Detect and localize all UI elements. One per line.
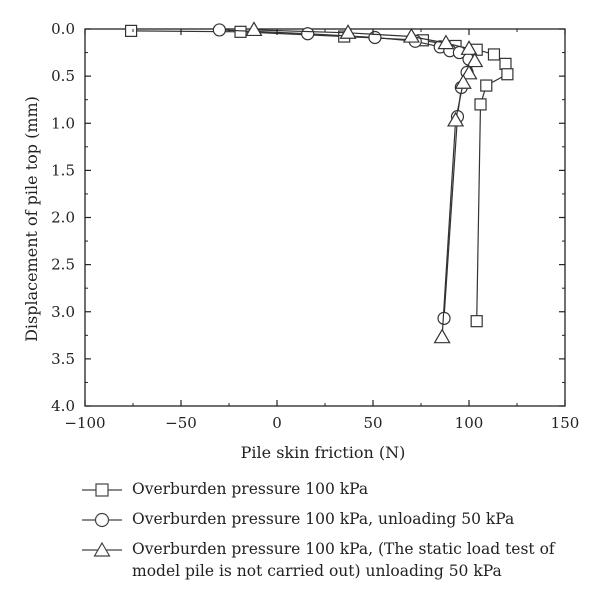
y-tick-label: 2.5 bbox=[51, 256, 75, 274]
data-point bbox=[460, 64, 478, 80]
data-point bbox=[474, 98, 487, 111]
legend-item-square: Overburden pressure 100 kPa bbox=[80, 478, 368, 502]
series-circle bbox=[212, 23, 476, 325]
legend-line: Overburden pressure 100 kPa bbox=[132, 480, 369, 498]
legend-label-square: Overburden pressure 100 kPa bbox=[132, 478, 368, 500]
data-point bbox=[212, 23, 226, 37]
chart: −100 −50 0 50 100 150 0.0 0.5 1.0 1.5 2.0 2.5 3.0 3.5… bbox=[22, 20, 579, 462]
legend-label-triangle: Overburden pressure 100 kPa, (The static… bbox=[132, 538, 555, 582]
data-point bbox=[245, 21, 263, 37]
y-tick-label: 0.5 bbox=[51, 67, 75, 85]
data-point bbox=[339, 24, 357, 39]
square-marker-icon bbox=[82, 483, 122, 497]
circle-marker-icon bbox=[82, 512, 122, 528]
data-point bbox=[437, 34, 455, 50]
axes-layer: −100 −50 0 50 100 150 0.0 0.5 1.0 1.5 2.0 2.5 3.0 3.5… bbox=[51, 20, 579, 432]
data-point bbox=[501, 68, 514, 81]
series-triangle bbox=[245, 21, 484, 344]
legend-item-triangle: Overburden pressure 100 kPa, (The static… bbox=[80, 538, 555, 580]
data-point bbox=[433, 328, 451, 344]
x-axis-title: Pile skin friction (N) bbox=[241, 443, 406, 462]
series-line bbox=[253, 29, 476, 338]
data-point bbox=[368, 30, 382, 45]
data-point bbox=[460, 40, 478, 55]
data-point bbox=[301, 27, 315, 41]
data-point bbox=[466, 52, 484, 68]
y-tick-label: 4.0 bbox=[51, 397, 75, 415]
data-point bbox=[499, 57, 512, 70]
y-tick-label: 2.0 bbox=[51, 209, 75, 227]
data-point bbox=[470, 315, 483, 328]
series-layer bbox=[124, 21, 514, 344]
plot-area bbox=[84, 28, 566, 407]
y-axis-title: Displacement of pile top (mm) bbox=[22, 96, 41, 342]
series-line bbox=[219, 29, 470, 319]
data-point bbox=[124, 24, 138, 37]
data-point bbox=[447, 111, 465, 127]
data-point bbox=[454, 74, 472, 89]
y-tick-label: 3.0 bbox=[51, 303, 75, 321]
data-point bbox=[234, 25, 247, 38]
triangle-marker-icon bbox=[82, 541, 122, 557]
x-tick-label: −100 bbox=[64, 414, 105, 432]
data-point bbox=[480, 79, 493, 92]
y-tick-label: 1.0 bbox=[51, 114, 75, 132]
legend-line: Overburden pressure 100 kPa, unloading 5… bbox=[132, 510, 515, 528]
legend-line: model pile is not carried out) unloading… bbox=[132, 562, 502, 580]
x-tick-label: 0 bbox=[272, 414, 282, 432]
legend-line: Overburden pressure 100 kPa, (The static… bbox=[132, 540, 555, 558]
x-tick-label: 100 bbox=[455, 414, 484, 432]
y-tick-label: 1.5 bbox=[51, 161, 75, 179]
series-line bbox=[131, 30, 509, 322]
series-square bbox=[124, 24, 514, 328]
data-point bbox=[402, 27, 420, 43]
x-tick-label: −50 bbox=[165, 414, 197, 432]
y-tick-label: 3.5 bbox=[51, 350, 75, 368]
data-point bbox=[487, 48, 501, 61]
y-tick-label: 0.0 bbox=[51, 20, 75, 38]
legend-item-circle: Overburden pressure 100 kPa, unloading 5… bbox=[80, 508, 514, 532]
legend-label-circle: Overburden pressure 100 kPa, unloading 5… bbox=[132, 508, 514, 530]
plot-frame bbox=[84, 28, 566, 407]
x-tick-label: 150 bbox=[551, 414, 580, 432]
x-tick-label: 50 bbox=[363, 414, 382, 432]
